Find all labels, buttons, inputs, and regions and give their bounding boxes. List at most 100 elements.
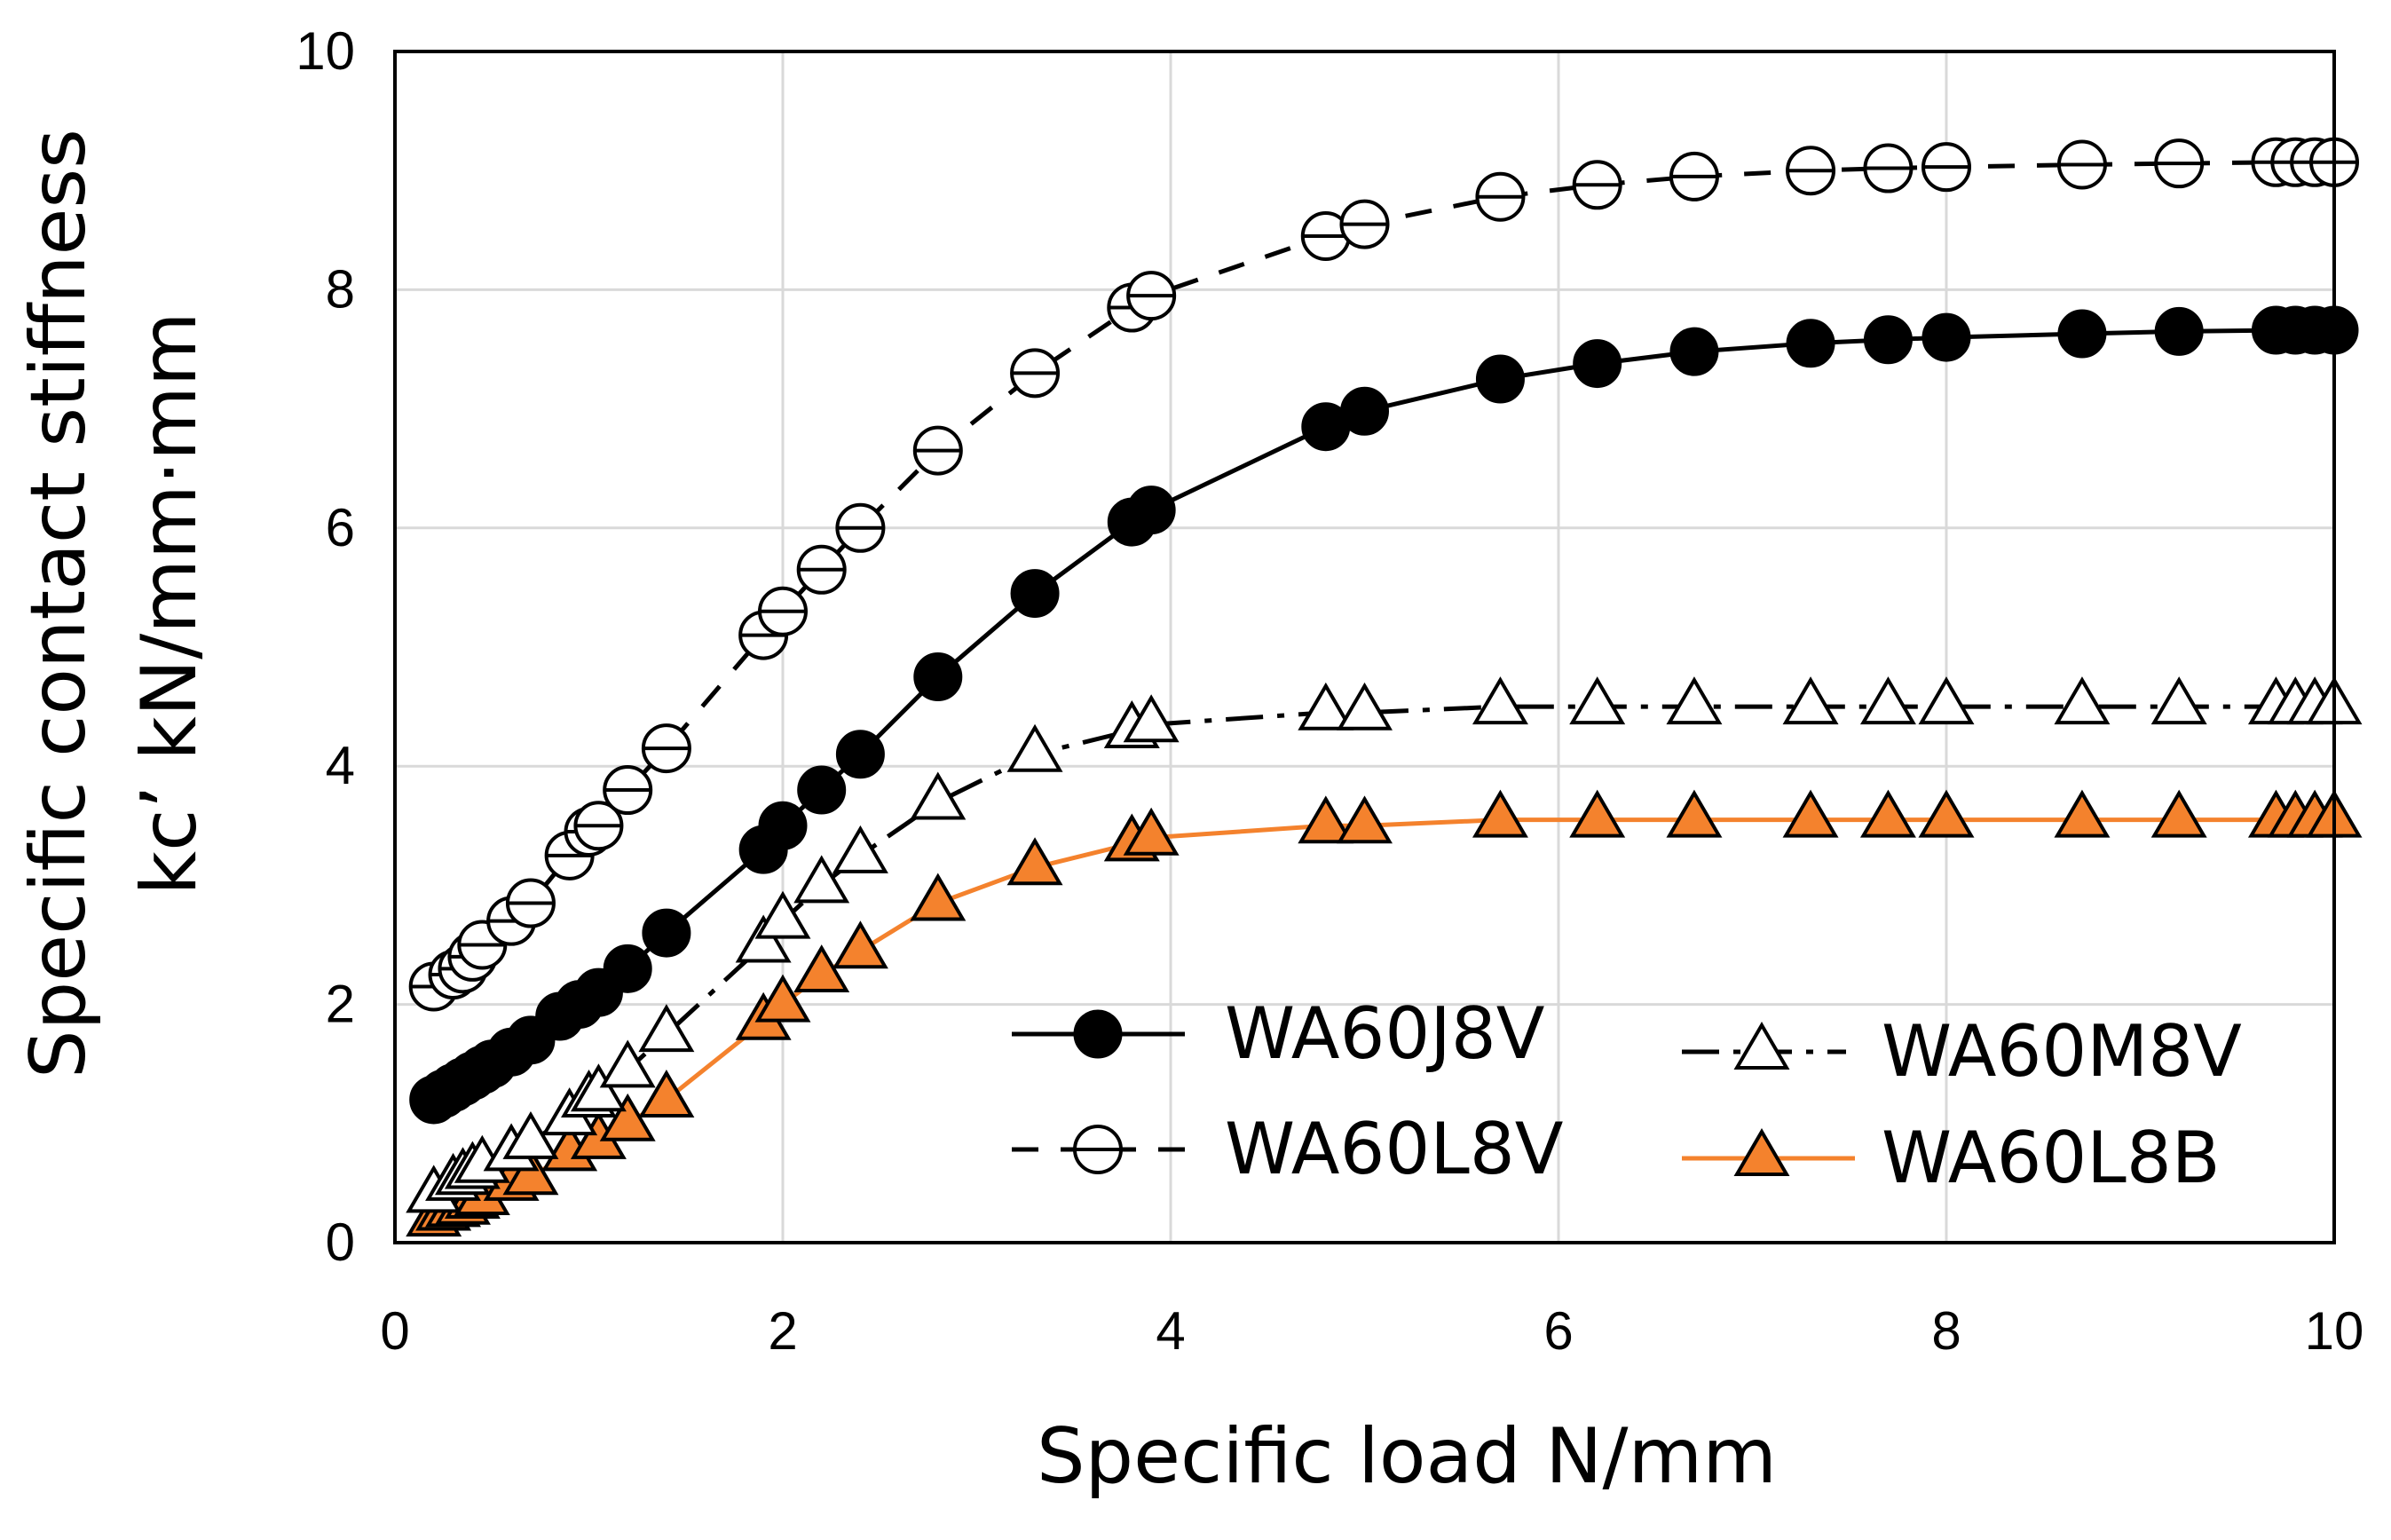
data-point-wa60l8v [1786, 146, 1836, 196]
data-point-wa60l8b [2150, 789, 2207, 838]
x-tick-label: 8 [1931, 1301, 1961, 1361]
data-point-wa60l8b [910, 873, 967, 921]
x-axis-title: Specific load N/mm [1037, 1412, 1777, 1501]
legend-entry-wa60m8v: WA60M8V [1682, 1010, 2242, 1093]
series-wa60j8v [409, 305, 2359, 1125]
data-point-wa60l8v [835, 502, 886, 553]
data-point-wa60l8v [1126, 271, 1177, 321]
data-point-wa60l8b [1298, 795, 1354, 844]
data-point-wa60j8v [835, 730, 885, 779]
data-point-wa60m8v [832, 825, 888, 873]
data-point-wa60m8v [1123, 694, 1180, 743]
data-point-wa60l8b [1569, 789, 1626, 838]
data-point-wa60j8v [1669, 327, 1719, 376]
data-point-wa60l8v [1921, 142, 1971, 193]
data-point-wa60l8b [638, 1069, 695, 1117]
data-point-wa60l8v [1572, 160, 1622, 210]
data-point-wa60m8v [1859, 676, 1916, 725]
data-point-wa60j8v [1863, 315, 1913, 365]
data-point-wa60j8v [1475, 354, 1525, 404]
data-point-wa60j8v [1340, 386, 1389, 436]
x-tick-label: 4 [1156, 1301, 1185, 1361]
data-point-wa60l8v [1669, 151, 1719, 201]
x-tick-label: 2 [768, 1301, 797, 1361]
data-point-wa60j8v [1126, 486, 1176, 535]
x-tick-label: 10 [2305, 1301, 2364, 1361]
plot-frame [393, 50, 2336, 1244]
data-point-wa60m8v [1298, 682, 1354, 731]
series-wa60l8v [408, 137, 2359, 1012]
data-point-wa60m8v [502, 1110, 559, 1159]
data-point-wa60l8v [2154, 138, 2205, 189]
data-point-wa60l8b [1123, 807, 1180, 856]
legend: WA60J8V WA60L8V WA60M8V WA60L8B [1012, 992, 2242, 1199]
y-tick-label: 10 [296, 21, 355, 81]
data-point-wa60l8b [754, 974, 811, 1023]
data-point-wa60m8v [2054, 676, 2111, 725]
data-point-wa60j8v [603, 944, 652, 993]
legend-marker-wa60m8v [1733, 1022, 1790, 1070]
data-point-wa60l8b [1337, 795, 1393, 844]
data-point-wa60l8v [796, 544, 847, 595]
data-point-wa60m8v [1782, 676, 1839, 725]
legend-marker-wa60j8v [1073, 1009, 1123, 1059]
data-point-wa60j8v [2057, 309, 2107, 359]
data-point-wa60l8v [603, 765, 653, 816]
data-point-wa60m8v [793, 855, 850, 904]
data-point-wa60l8v [573, 801, 624, 851]
y-tick-labels: 0 2 4 6 8 10 [296, 21, 355, 1272]
data-point-wa60l8b [599, 1093, 656, 1141]
data-point-wa60l8b [832, 920, 888, 969]
x-tick-label: 6 [1543, 1301, 1573, 1361]
y-axis-title-line-1: Specific contact stiffness [14, 129, 103, 1078]
data-point-wa60m8v [1569, 676, 1626, 725]
data-point-wa60l8b [1918, 789, 1975, 838]
data-point-wa60j8v [758, 801, 808, 850]
data-point-wa60l8b [2054, 789, 2111, 838]
data-point-wa60l8v [1863, 143, 1914, 193]
data-point-wa60m8v [910, 771, 967, 820]
data-point-wa60l8b [1666, 789, 1723, 838]
legend-entry-wa60j8v: WA60J8V [1012, 992, 1545, 1075]
legend-marker-wa60l8b [1733, 1128, 1790, 1176]
data-point-wa60m8v [735, 914, 792, 963]
y-tick-label: 8 [326, 259, 355, 319]
data-point-wa60m8v [638, 1004, 695, 1053]
data-point-wa60l8v [1475, 171, 1526, 222]
legend-label-wa60l8b: WA60L8B [1882, 1117, 2221, 1199]
data-point-wa60m8v [1666, 676, 1723, 725]
x-tick-labels: 0 2 4 6 8 10 [380, 1301, 2363, 1361]
data-point-wa60l8b [1859, 789, 1916, 838]
data-point-wa60l8b [1782, 789, 1839, 838]
data-point-wa60j8v [642, 908, 691, 958]
data-point-wa60m8v [1472, 676, 1528, 725]
legend-label-wa60j8v: WA60J8V [1225, 992, 1545, 1075]
legend-entry-wa60l8b: WA60L8B [1682, 1117, 2221, 1199]
data-point-wa60l8v [505, 878, 556, 928]
data-point-wa60l8v [912, 425, 963, 476]
data-point-wa60j8v [1786, 319, 1835, 368]
series-line-wa60l8v [432, 160, 2334, 989]
data-point-wa60j8v [1010, 569, 1060, 619]
data-point-wa60m8v [599, 1039, 656, 1088]
y-axis-title-line-2: kc’ kN/mm·mm [125, 312, 214, 895]
data-point-wa60l8v [2056, 139, 2107, 190]
series-line-wa60j8v [432, 328, 2334, 1102]
data-point-wa60m8v [1918, 676, 1975, 725]
series-wa60m8v [406, 676, 2363, 1213]
series-layer [406, 137, 2363, 1237]
y-tick-label: 2 [326, 975, 355, 1034]
data-point-wa60l8v [1010, 348, 1061, 399]
x-tick-label: 0 [380, 1301, 409, 1361]
data-point-wa60j8v [1573, 339, 1622, 389]
y-tick-label: 0 [326, 1212, 355, 1272]
data-point-wa60l8v [758, 586, 808, 636]
y-tick-label: 4 [326, 736, 355, 795]
data-point-wa60l8b [1472, 789, 1528, 838]
data-point-wa60l8b [1006, 837, 1063, 886]
data-point-wa60l8v [1339, 199, 1390, 249]
data-point-wa60j8v [797, 765, 847, 815]
data-point-wa60j8v [2154, 306, 2204, 356]
data-point-wa60m8v [1337, 682, 1393, 731]
legend-label-wa60m8v: WA60M8V [1882, 1010, 2242, 1093]
